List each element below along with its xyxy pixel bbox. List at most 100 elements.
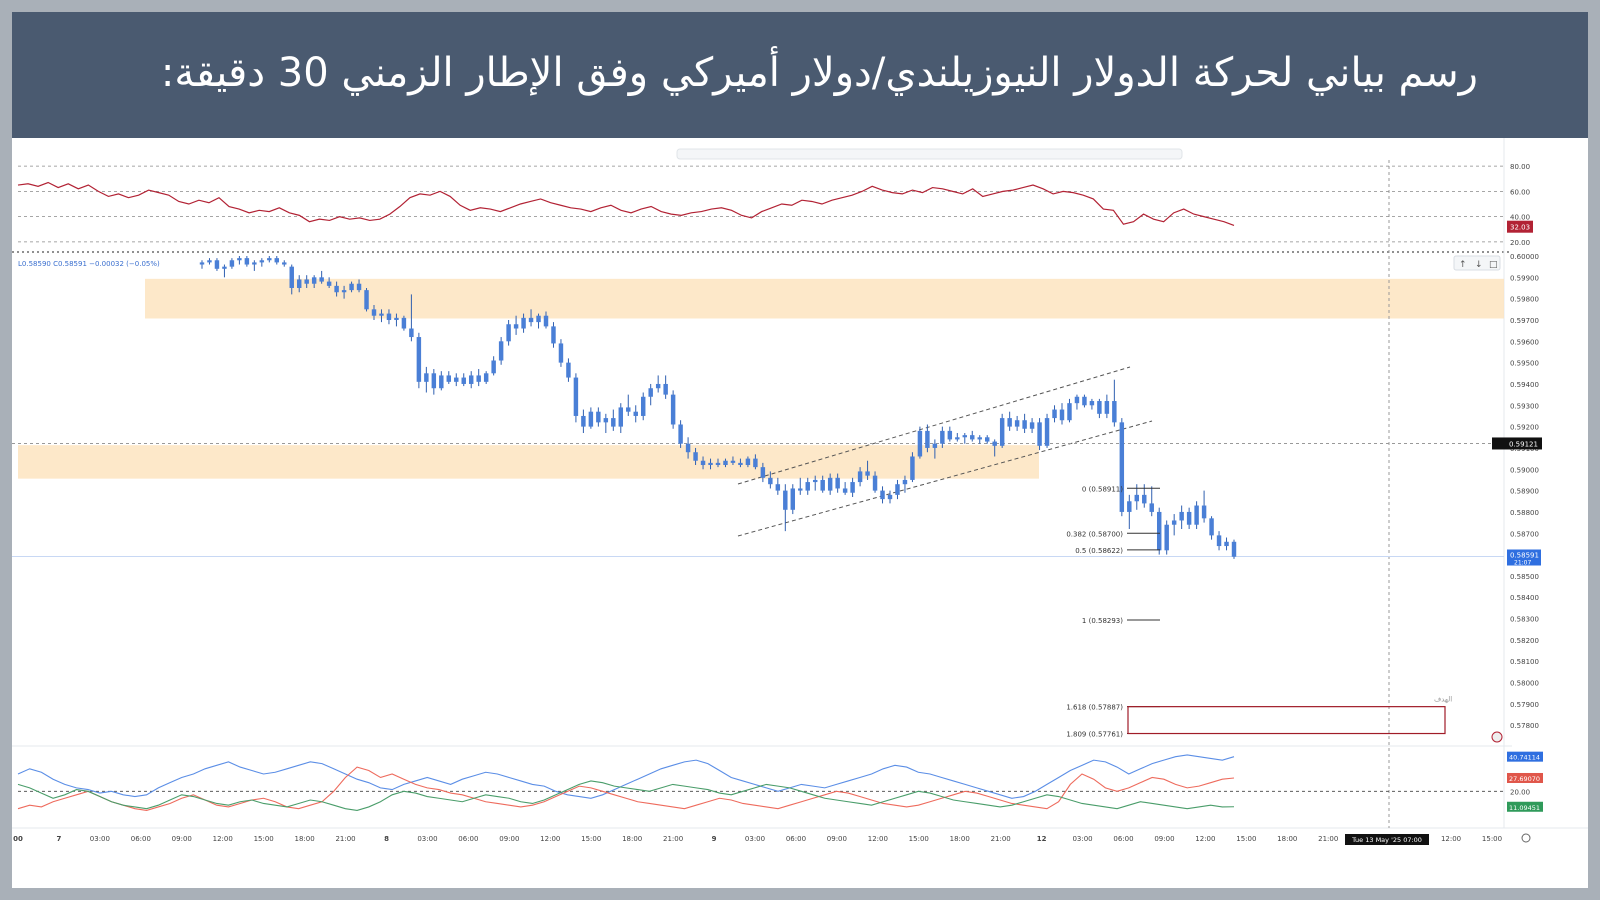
pane-controls[interactable]: ↑ ↓ □ (1453, 255, 1501, 271)
candle-body (1142, 494, 1147, 504)
fib-level-label: 0.5 (0.58622) (1075, 547, 1123, 555)
candle-body (1089, 401, 1095, 406)
price-tick-label: 0.58300 (1510, 616, 1539, 624)
candle-body (528, 317, 534, 323)
crosshair-time-badge (1345, 834, 1429, 845)
price-tick-label: 0.57800 (1510, 722, 1539, 730)
candle-body (476, 375, 481, 382)
time-tick-label: 03:00 (90, 835, 110, 843)
time-tick-label: 21:00 (335, 835, 355, 843)
candle-body (940, 430, 945, 444)
maximize-icon[interactable]: □ (1489, 260, 1498, 270)
target-box (1127, 706, 1446, 735)
candle-body (252, 262, 257, 265)
candle-body (999, 418, 1005, 446)
candle-body (790, 488, 796, 510)
candle-body (648, 388, 653, 397)
candle-body (1179, 511, 1184, 521)
arrow-up-icon[interactable]: ↑ (1459, 260, 1467, 270)
candle-body (237, 258, 242, 261)
rsi-value-label: 32.03 (1510, 224, 1530, 232)
candle-body (753, 458, 758, 468)
time-tick-label: 21:00 (1318, 835, 1338, 843)
candle-body (611, 418, 616, 427)
adx-line (17, 754, 1235, 799)
candle-body (663, 383, 668, 395)
adx-value-label: 27.69070 (1509, 775, 1540, 783)
candle-body (783, 490, 788, 510)
candle-body (1209, 518, 1214, 536)
price-chart[interactable]: 80.00 60.00 40.00 20.00 32.03 0.60000 0.59900… (12, 138, 1588, 888)
candle-body (498, 341, 504, 361)
adx-value-label: 40.74114 (1509, 754, 1540, 762)
candle-body (1037, 422, 1042, 446)
candle-body (835, 477, 840, 489)
candle-body (992, 441, 997, 446)
candle-body (207, 260, 212, 263)
drawing-toolbar[interactable] (676, 148, 1183, 160)
candle-body (1007, 418, 1012, 427)
candle-body (910, 456, 915, 480)
adx-value-badge (1507, 801, 1543, 812)
candle-body (1029, 422, 1035, 429)
fib-level-label: 1 (0.58293) (1082, 617, 1123, 625)
price-tick-label: 0.58100 (1510, 658, 1539, 666)
fib-level-label: 1.809 (0.57761) (1066, 731, 1123, 739)
candle-body (805, 482, 810, 491)
candle-body (334, 285, 339, 293)
header-banner: رسم بياني لحركة الدولار النيوزيلندي/دولا… (12, 12, 1588, 138)
candle-body (977, 437, 982, 440)
candle-body (1119, 422, 1125, 512)
candle-body (1224, 541, 1229, 547)
support-resistance-zone (18, 445, 1039, 479)
candle-body (326, 281, 332, 286)
candle-body (880, 490, 885, 500)
current-price-label: 0.58591 (1510, 552, 1539, 560)
time-tick-label: 06:00 (786, 835, 806, 843)
candle-body (319, 277, 324, 282)
candle-body (282, 262, 287, 265)
price-tick-label: 0.58700 (1510, 530, 1539, 538)
page-title: رسم بياني لحركة الدولار النيوزيلندي/دولا… (160, 50, 1478, 96)
time-tick-label: 7 (57, 835, 62, 843)
price-tick-label: 0.59200 (1510, 424, 1539, 432)
candle-body (798, 488, 803, 491)
time-tick-label: 00 (13, 835, 23, 843)
arrow-down-icon[interactable]: ↓ (1475, 260, 1483, 270)
price-tick-label: 0.59500 (1510, 360, 1539, 368)
candle-body (700, 460, 706, 466)
ohlc-label: L0.58590 C0.58591 −0.00032 (−0.05%) (18, 260, 160, 268)
candle-body (812, 479, 818, 483)
price-tick-label: 0.58900 (1510, 488, 1539, 496)
ascending-channel[interactable] (737, 366, 1153, 537)
candle-body (685, 443, 691, 453)
candle-body (521, 317, 526, 329)
time-tick-label: 09:00 (499, 835, 519, 843)
price-tick-label: 0.58000 (1510, 680, 1539, 688)
candle-body (768, 477, 773, 485)
candle-body (401, 317, 407, 329)
candle-body (229, 260, 235, 267)
candle-body (371, 309, 377, 316)
candle-body (902, 479, 908, 485)
time-tick-label: 15:00 (1482, 835, 1502, 843)
candle-body (1134, 494, 1140, 502)
price-tick-label: 0.58200 (1510, 637, 1539, 645)
candle-body (1112, 401, 1117, 423)
candle-body (394, 317, 399, 320)
time-tick-label: 06:00 (458, 835, 478, 843)
price-tick-label: 0.59700 (1510, 317, 1539, 325)
time-tick-label: 06:00 (1113, 835, 1133, 843)
time-tick-label: 12:00 (213, 835, 233, 843)
settings-icon[interactable] (1521, 833, 1531, 843)
time-tick-label: 12 (1037, 835, 1047, 843)
candle-body (461, 377, 466, 384)
candle-body (543, 315, 549, 327)
crosshair-price-badge (1492, 437, 1542, 450)
candle-body (468, 375, 474, 384)
candle-body (955, 437, 960, 440)
candle-body (1097, 401, 1102, 414)
candle-body (917, 430, 923, 457)
time-tick-label: 09:00 (1154, 835, 1174, 843)
adx-line (17, 780, 1235, 811)
